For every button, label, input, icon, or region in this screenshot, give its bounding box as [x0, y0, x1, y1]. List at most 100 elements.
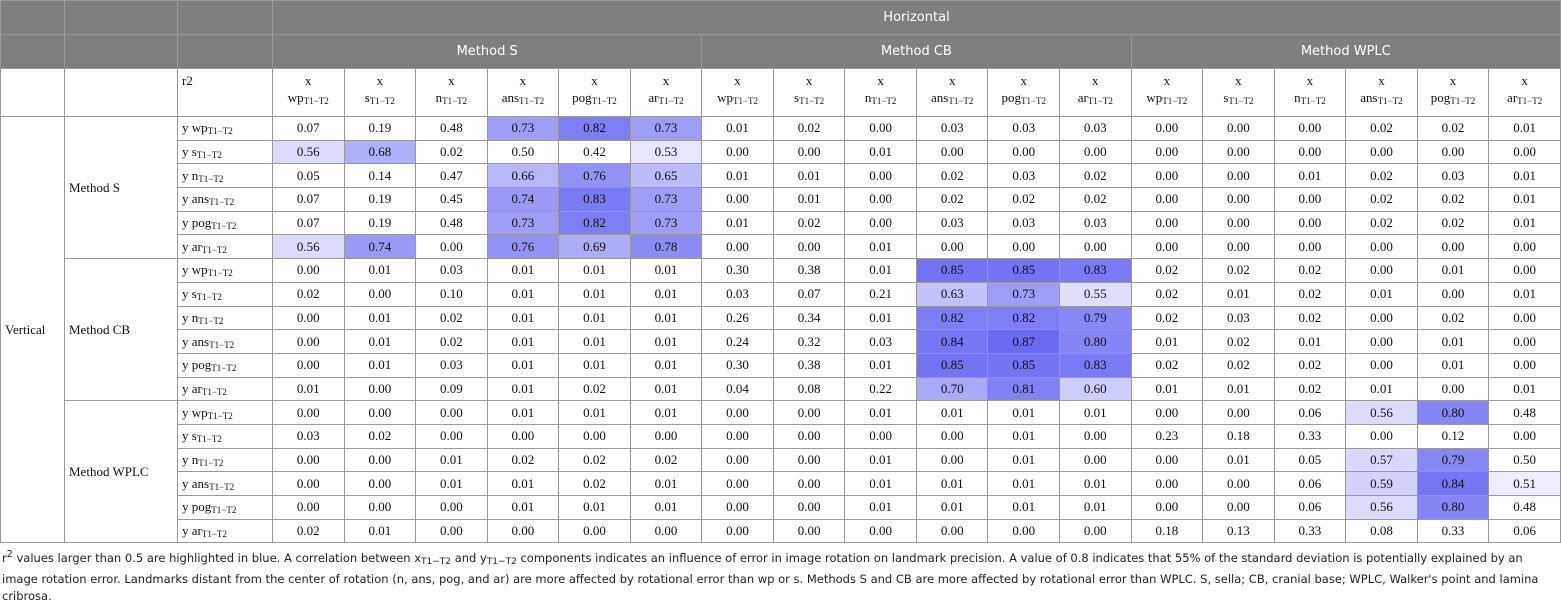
value-cell: 0.01 — [486, 258, 560, 283]
value-cell: 0.00 — [772, 518, 846, 544]
landmark: ans — [191, 191, 210, 207]
method-label: Method CB — [64, 258, 178, 402]
landmark: pog — [572, 90, 592, 105]
value-cell: 0.00 — [1345, 258, 1418, 283]
value-cell: 0.06 — [1273, 495, 1347, 520]
axis-prefix: y — [182, 333, 189, 349]
value-cell: 0.00 — [272, 447, 345, 473]
value-cell: 0.02 — [1130, 352, 1204, 378]
row-label: y pogT1−T2 — [177, 352, 273, 378]
value-cell: 0.00 — [1202, 495, 1275, 520]
subscript: T1−T2 — [207, 410, 233, 421]
value-cell: 0.01 — [558, 400, 631, 425]
value-cell: 0.50 — [1488, 447, 1561, 473]
landmark: n — [191, 309, 199, 325]
axis-prefix: x — [805, 73, 813, 88]
value-cell: 0.01 — [1416, 258, 1490, 283]
axis-prefix: y — [182, 499, 189, 515]
landmark: n — [864, 90, 872, 105]
value-cell: 0.02 — [1345, 163, 1418, 189]
value-cell: 0.00 — [486, 423, 560, 449]
body-row: y arT1−T2 0.01 0.00 0.09 0.01 0.02 0.01 0.04 0.0… — [1, 376, 1561, 402]
axis-prefix: x — [1449, 73, 1457, 88]
body-row: y arT1−T2 0.56 0.74 0.00 0.76 0.69 0.78 0.00 0.0… — [1, 234, 1561, 260]
body-row: y nT1−T2 0.00 0.01 0.02 0.01 0.01 0.01 0.26 0.34… — [1, 305, 1561, 331]
value-cell: 0.60 — [1059, 376, 1132, 402]
axis-prefix: y — [182, 238, 189, 254]
value-cell: 0.00 — [701, 400, 774, 425]
value-cell: 0.00 — [1059, 423, 1132, 449]
axis-prefix: y — [182, 380, 189, 396]
value-cell: 0.01 — [1488, 376, 1561, 402]
value-cell: 0.00 — [772, 400, 846, 425]
value-cell: 0.00 — [772, 139, 846, 165]
value-cell: 0.01 — [486, 352, 560, 378]
value-cell: 0.08 — [1345, 518, 1418, 544]
row-label: y arT1−T2 — [177, 234, 273, 260]
value-cell: 0.01 — [1273, 329, 1347, 354]
value-cell: 0.00 — [701, 423, 774, 449]
value-cell: 0.01 — [701, 210, 774, 236]
axis-prefix: x — [591, 73, 598, 88]
value-cell: 0.00 — [1273, 116, 1347, 141]
column-header: x nT1−T2 — [1273, 68, 1347, 117]
value-cell: 0.03 — [844, 329, 917, 354]
value-cell: 0.00 — [1416, 281, 1490, 307]
value-cell: 0.04 — [701, 376, 774, 402]
axis-prefix: y — [182, 428, 189, 444]
body-row: Method CB y wpT1−T2 0.00 0.01 0.03 0.01 0.01 0.… — [1, 258, 1561, 402]
value-cell: 0.00 — [915, 423, 989, 449]
value-cell: 0.02 — [1059, 163, 1132, 189]
value-cell: 0.01 — [1345, 376, 1418, 402]
vertical-label: Vertical — [0, 115, 65, 544]
subscript: T1−T2 — [198, 173, 224, 184]
value-cell: 0.01 — [558, 258, 631, 283]
value-cell: 0.21 — [844, 281, 917, 307]
value-cell: 0.01 — [629, 495, 703, 520]
value-cell: 0.26 — [701, 305, 774, 331]
value-cell: 0.02 — [1273, 281, 1347, 307]
value-cell: 0.01 — [844, 139, 917, 165]
value-cell: 0.01 — [987, 400, 1061, 425]
value-cell: 0.38 — [772, 258, 846, 283]
value-cell: 0.00 — [1130, 495, 1204, 520]
value-cell: 0.01 — [1488, 163, 1561, 189]
value-cell: 0.01 — [343, 329, 417, 354]
value-cell: 0.00 — [1273, 187, 1347, 212]
value-cell: 0.01 — [772, 187, 846, 212]
value-cell: 0.03 — [1059, 116, 1132, 141]
value-cell: 0.00 — [1130, 400, 1204, 425]
value-cell: 0.01 — [629, 376, 703, 402]
value-cell: 0.09 — [415, 376, 488, 402]
value-cell: 0.73 — [629, 116, 703, 141]
value-cell: 0.85 — [915, 258, 989, 283]
value-cell: 0.18 — [1130, 518, 1204, 544]
value-cell: 0.00 — [1488, 305, 1561, 331]
value-cell: 0.02 — [415, 329, 488, 354]
landmark: ar — [1507, 90, 1518, 105]
value-cell: 0.01 — [915, 495, 989, 520]
value-cell: 0.01 — [987, 471, 1061, 496]
value-cell: 0.00 — [1130, 139, 1204, 165]
body-row: y sT1−T2 0.02 0.00 0.10 0.01 0.01 0.01 0.03 0.07… — [1, 281, 1561, 307]
value-cell: 0.01 — [1273, 163, 1347, 189]
value-cell: 0.30 — [701, 352, 774, 378]
body-row: y sT1−T2 0.56 0.68 0.02 0.50 0.42 0.53 0.00 0.00… — [1, 139, 1561, 165]
value-cell: 0.51 — [1488, 471, 1561, 496]
value-cell: 0.01 — [558, 305, 631, 331]
subscript: T1−T2 — [198, 457, 224, 468]
landmark: ans — [930, 90, 949, 105]
subscript: T1−T2 — [799, 96, 825, 106]
value-cell: 0.01 — [629, 305, 703, 331]
landmark: pog — [191, 357, 212, 373]
landmark: n — [1294, 90, 1301, 105]
value-cell: 0.02 — [486, 447, 560, 473]
value-cell: 0.74 — [486, 187, 560, 212]
value-cell: 0.74 — [343, 234, 417, 260]
column-header: x arT1−T2 — [1059, 68, 1132, 117]
value-cell: 0.63 — [915, 281, 989, 307]
value-cell: 0.00 — [915, 447, 989, 473]
value-cell: 0.38 — [772, 352, 846, 378]
value-cell: 0.01 — [558, 352, 631, 378]
